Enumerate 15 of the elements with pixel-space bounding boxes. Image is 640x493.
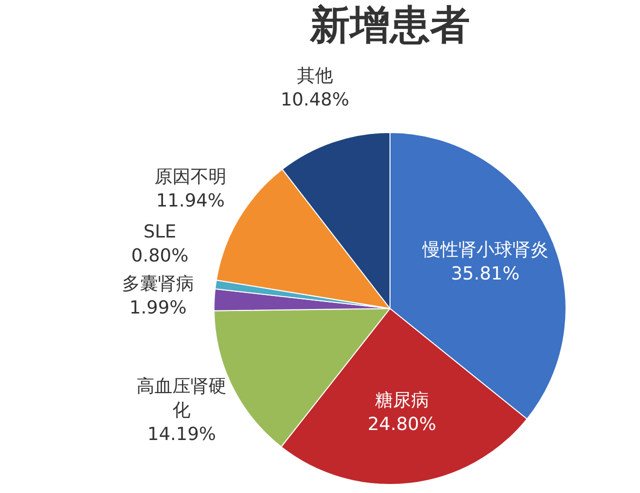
data-label: 11.94% (156, 190, 225, 212)
slice-label: 慢性肾小球肾炎 (421, 240, 548, 261)
slice-label: 高血压肾硬化 (136, 376, 227, 422)
data-label: 1.99% (129, 298, 187, 319)
data-label: 14.19% (147, 424, 216, 446)
slice-label: 原因不明 (154, 166, 226, 188)
slice-label: 其他 (296, 65, 333, 86)
data-label: 10.48% (280, 89, 350, 110)
chart-title: 新增患者 (309, 2, 470, 48)
data-label: 24.80% (368, 414, 436, 436)
slice-label: 多囊肾病 (122, 274, 194, 295)
data-label: 0.80% (131, 246, 188, 267)
data-label: 35.81% (450, 264, 520, 285)
slice-label: SLE (143, 222, 176, 243)
slice-label: 糖尿病 (374, 390, 429, 412)
